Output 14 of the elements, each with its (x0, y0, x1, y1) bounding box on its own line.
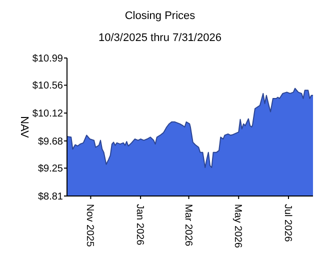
x-tick-label: Mar 2026 (182, 204, 194, 247)
chart-subtitle: 10/3/2025 thru 7/31/2026 (98, 32, 222, 44)
y-tick-label: $10.56 (32, 80, 64, 92)
x-tick-label: Jul 2026 (282, 204, 293, 242)
y-tick-label: $9.25 (38, 164, 64, 175)
x-tick-label: Jan 2026 (134, 204, 146, 246)
x-tick-label: Nov 2025 (84, 204, 96, 248)
y-tick-label: $9.68 (38, 136, 64, 148)
x-tick-label: May 2026 (232, 204, 244, 248)
y-tick-label: $10.12 (32, 108, 64, 120)
y-axis-title: NAV (18, 116, 30, 139)
chart-title: Closing Prices (124, 10, 196, 22)
y-tick-label: $8.81 (38, 192, 64, 202)
y-tick-label: $10.99 (32, 54, 64, 64)
